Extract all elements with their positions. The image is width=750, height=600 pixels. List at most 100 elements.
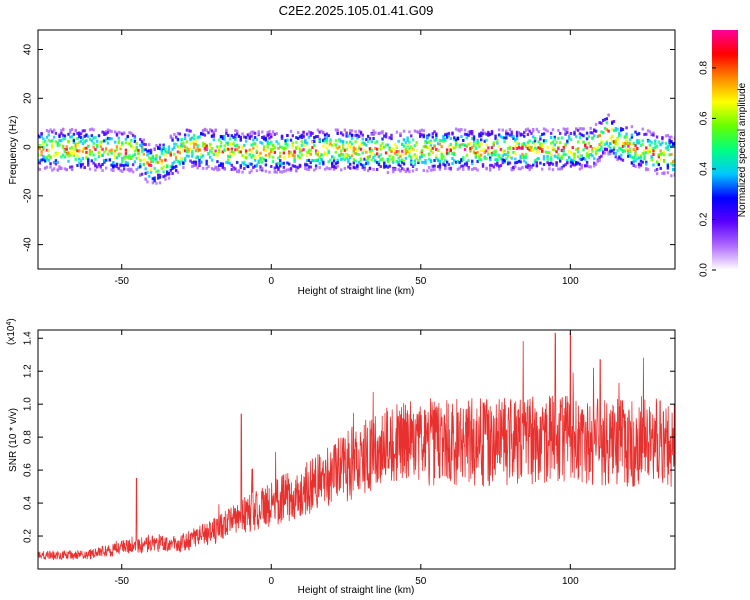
heat-cell [422, 168, 425, 172]
heat-cell [506, 160, 510, 164]
heat-cell [221, 135, 225, 139]
heat-cell [241, 146, 244, 150]
heat-cell [130, 168, 133, 172]
heat-cell [392, 160, 395, 164]
heat-cell [356, 136, 359, 140]
heat-cell [506, 154, 510, 158]
heat-cell [569, 138, 573, 142]
heat-cell [165, 170, 169, 174]
heat-cell [228, 161, 232, 165]
heat-cell [668, 140, 671, 144]
heat-cell [103, 150, 106, 154]
heat-cell [381, 130, 384, 134]
heat-cell [435, 136, 438, 140]
heat-cell [60, 131, 63, 135]
heat-cell [207, 152, 210, 156]
heat-cell [612, 145, 616, 149]
heat-cell [435, 156, 438, 160]
heat-cell [318, 161, 321, 165]
heat-cell [435, 147, 438, 151]
heat-cell [661, 137, 664, 141]
heat-cell [438, 160, 442, 164]
heat-cell [472, 137, 476, 141]
heat-cell [533, 139, 537, 143]
heat-cell [410, 160, 413, 164]
heat-cell [508, 145, 512, 149]
x-tick-label: 100 [562, 576, 579, 587]
heat-cell [347, 158, 350, 162]
heat-cell [668, 153, 671, 157]
heat-cell [555, 155, 558, 159]
heat-cell [255, 137, 259, 141]
heat-cell [476, 141, 479, 145]
heat-cell [76, 137, 79, 141]
heat-cell [533, 137, 537, 141]
heat-cell [108, 129, 111, 133]
heat-cell [115, 145, 119, 149]
heat-cell [557, 147, 560, 151]
heat-cell [192, 133, 196, 137]
heat-cell [191, 136, 194, 140]
heat-cell [165, 172, 169, 176]
heat-cell [340, 131, 343, 135]
heat-cell [119, 131, 122, 135]
heat-cell [447, 144, 451, 148]
heat-cell [327, 167, 330, 171]
heat-cell [38, 168, 41, 172]
heat-cell [305, 159, 309, 163]
heat-cell [670, 140, 673, 144]
heat-cell [200, 152, 203, 156]
heat-cell [357, 144, 361, 148]
heat-cell [551, 147, 555, 151]
heat-cell [492, 152, 495, 156]
heat-cell [630, 161, 634, 165]
heat-cell [646, 129, 650, 133]
heat-cell [616, 127, 619, 131]
heat-cell [191, 150, 194, 154]
heat-cell [524, 165, 528, 169]
heat-cell [345, 154, 348, 158]
heat-cell [654, 147, 657, 151]
heat-cell [176, 170, 180, 174]
heat-cell [526, 147, 530, 151]
x-tick-label: 50 [415, 276, 427, 287]
heat-cell [673, 136, 675, 140]
heat-cell [157, 176, 160, 180]
heat-cell [110, 151, 113, 155]
heat-cell [273, 132, 277, 136]
heat-cell [130, 138, 133, 142]
heat-cell [45, 135, 49, 139]
heat-cell [128, 167, 131, 171]
heat-cell [435, 153, 438, 157]
heat-cell [345, 134, 348, 138]
heat-cell [160, 166, 164, 170]
heat-cell [463, 162, 467, 166]
heat-cell [307, 135, 311, 139]
heat-cell [379, 144, 382, 148]
heat-cell [368, 137, 372, 141]
heat-cell [313, 144, 316, 148]
heat-cell [296, 156, 300, 160]
heat-cell [410, 134, 413, 138]
heat-cell [43, 156, 47, 160]
heat-cell [248, 136, 251, 140]
heat-cell [420, 160, 424, 164]
y-tick-label: 0.6 [23, 463, 34, 477]
heat-cell [467, 142, 470, 146]
heat-cell [227, 143, 230, 147]
heat-cell [462, 143, 465, 147]
heat-cell [187, 128, 190, 132]
heat-cell [587, 149, 591, 153]
heat-cell [162, 165, 165, 169]
heat-cell [422, 129, 425, 133]
heat-cell [555, 163, 558, 167]
heat-cell [571, 152, 574, 156]
heat-cell [121, 132, 124, 136]
x-tick-label: 50 [415, 576, 427, 587]
heat-cell [174, 142, 178, 146]
heat-cell [578, 153, 582, 157]
heat-cell [646, 149, 650, 153]
heat-cell [496, 161, 499, 165]
heat-cell [160, 159, 164, 163]
heat-cell [266, 145, 269, 149]
